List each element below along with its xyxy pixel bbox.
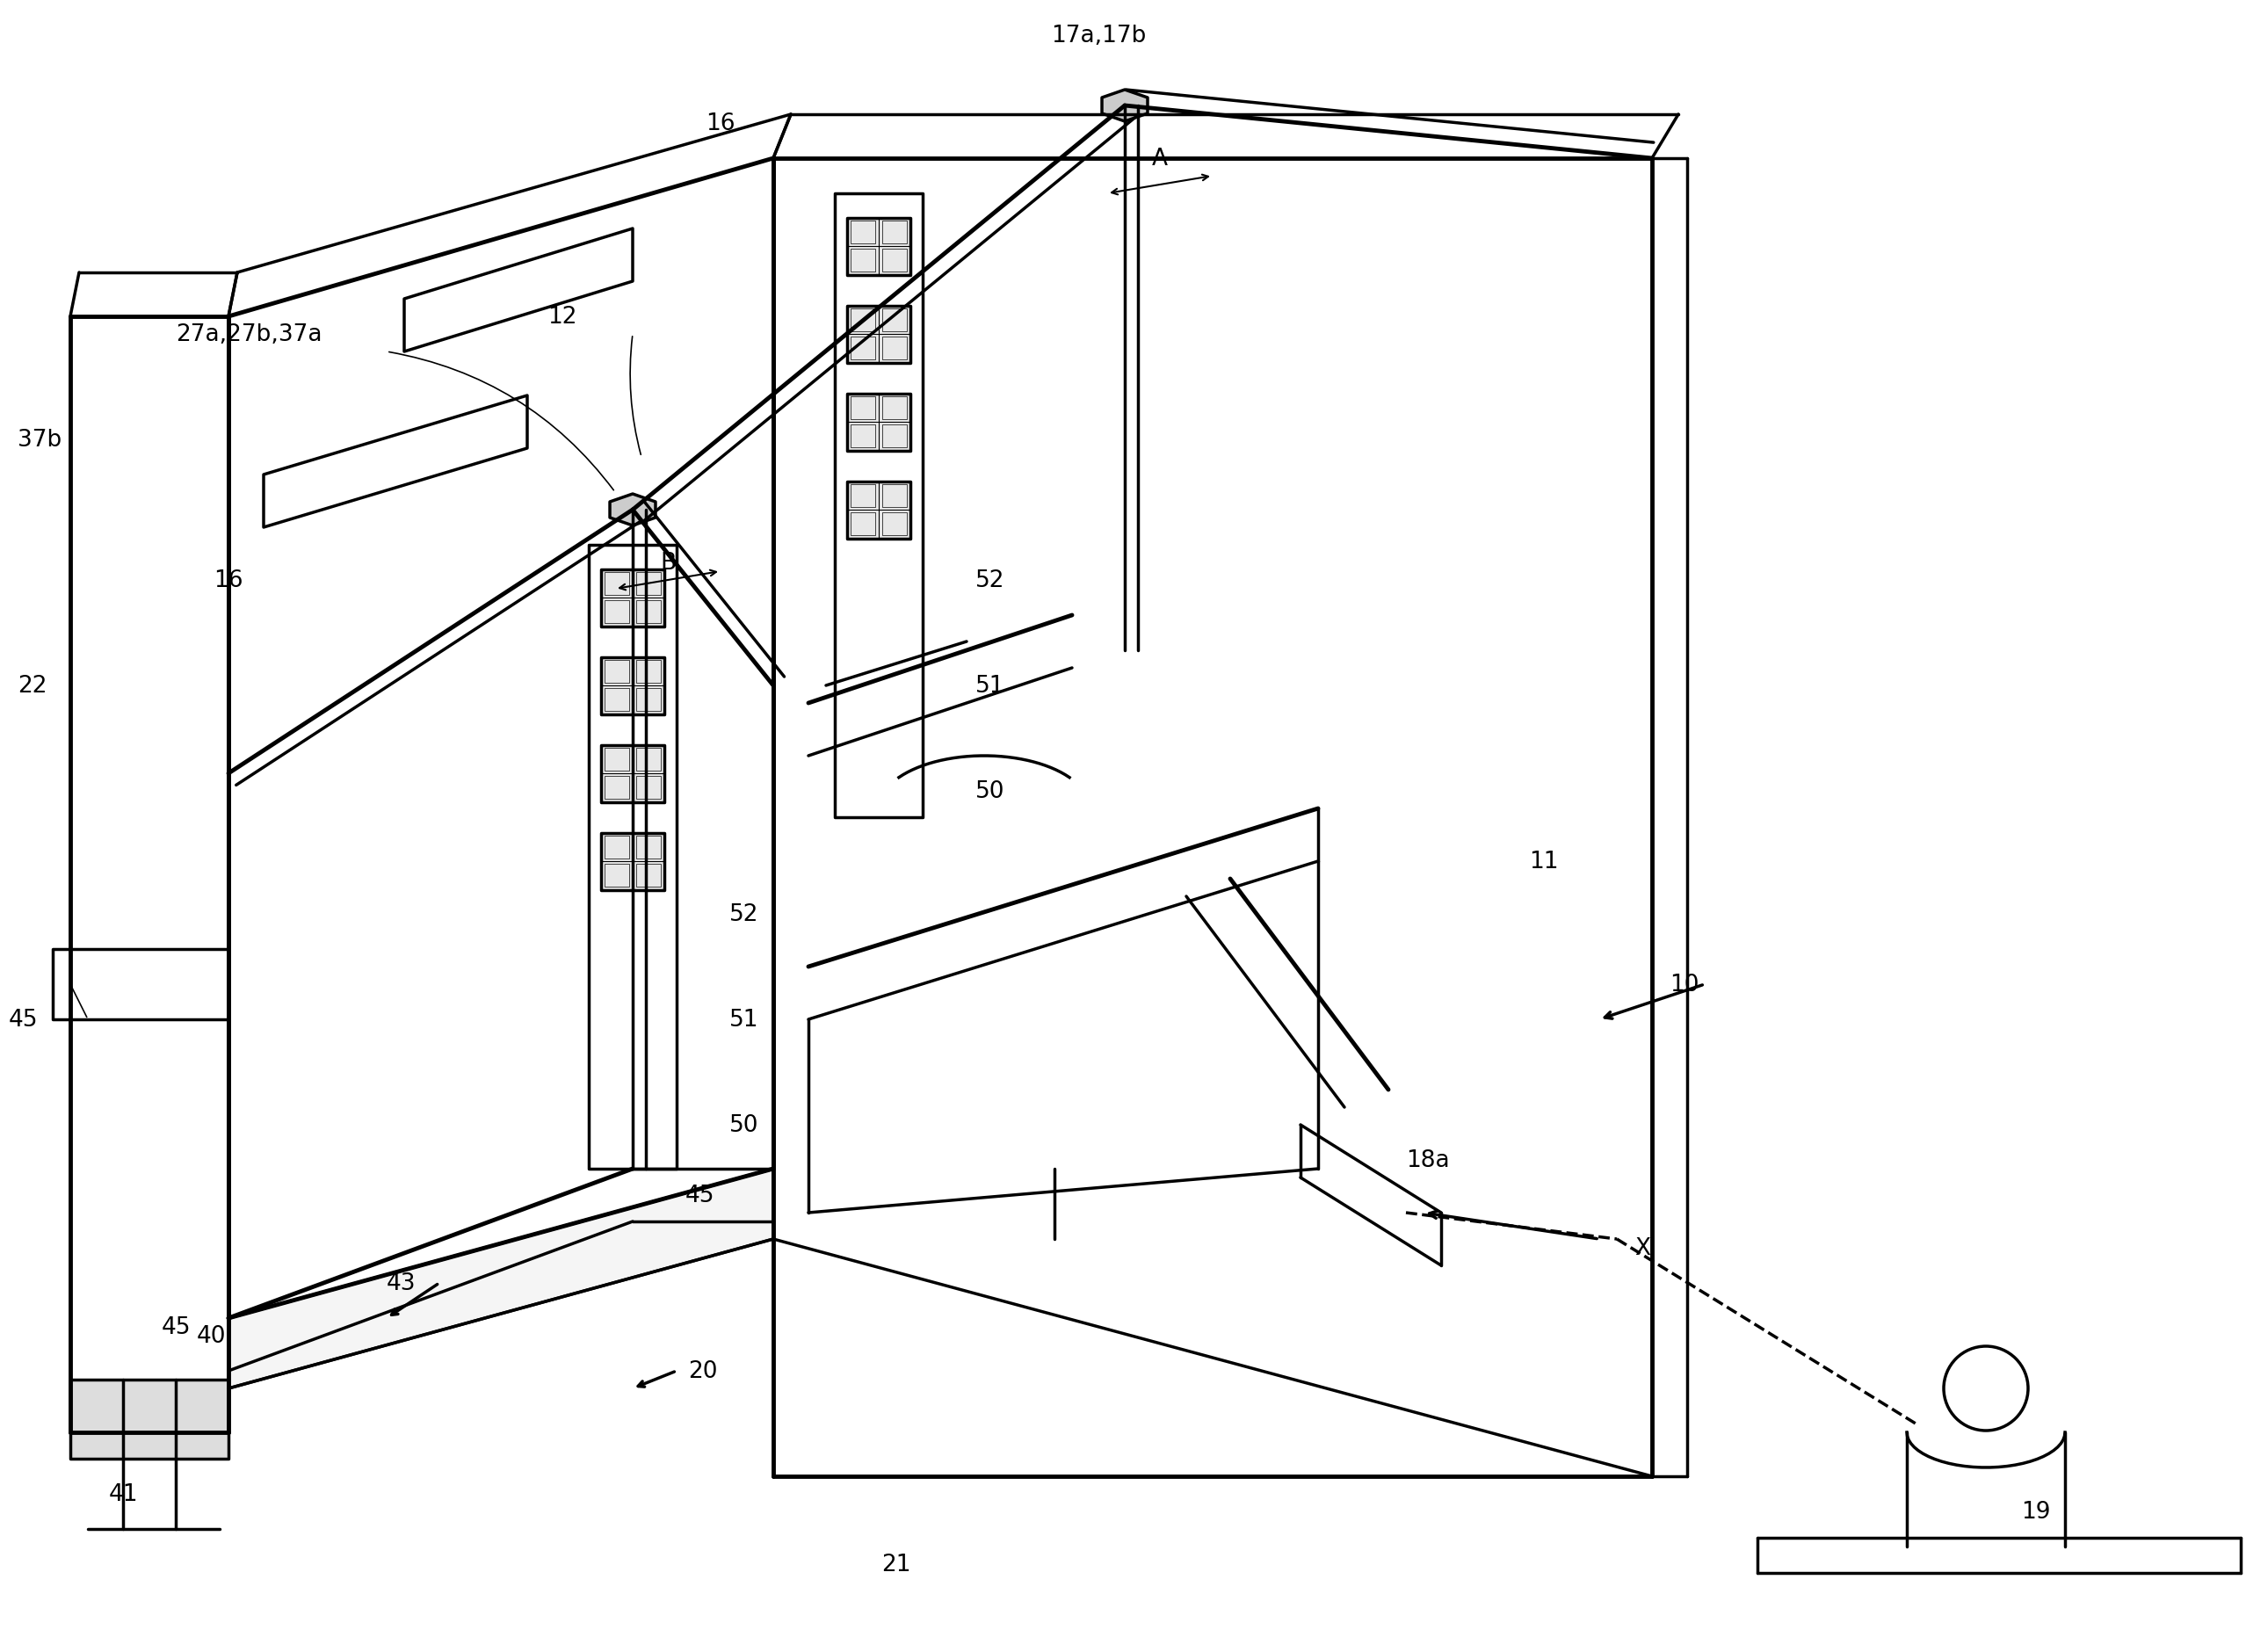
Text: 22: 22: [18, 674, 47, 697]
Text: 50: 50: [975, 780, 1004, 803]
Text: 20: 20: [687, 1360, 719, 1383]
Text: 18a: 18a: [1406, 1148, 1449, 1171]
Text: 17a,17b: 17a,17b: [1051, 25, 1145, 48]
Text: 12: 12: [548, 306, 577, 329]
Text: 51: 51: [975, 674, 1004, 697]
Polygon shape: [229, 1170, 773, 1389]
Text: 45: 45: [685, 1184, 714, 1206]
Text: B: B: [660, 552, 676, 575]
Polygon shape: [1103, 91, 1148, 122]
Text: X: X: [1635, 1237, 1651, 1259]
Text: 19: 19: [2021, 1500, 2051, 1523]
Text: 52: 52: [975, 568, 1004, 591]
Text: 43: 43: [386, 1272, 416, 1295]
Text: 10: 10: [1669, 973, 1698, 996]
Polygon shape: [847, 306, 910, 363]
Text: 45: 45: [162, 1315, 191, 1338]
Polygon shape: [847, 393, 910, 451]
Polygon shape: [602, 833, 665, 890]
Polygon shape: [602, 657, 665, 714]
Polygon shape: [847, 482, 910, 539]
Text: 16: 16: [213, 568, 243, 591]
Polygon shape: [602, 745, 665, 803]
Polygon shape: [70, 1379, 229, 1459]
Text: 21: 21: [883, 1553, 912, 1576]
Polygon shape: [611, 494, 656, 525]
Polygon shape: [602, 570, 665, 626]
Text: 37b: 37b: [18, 428, 61, 451]
Text: 27a,27b,37a: 27a,27b,37a: [175, 324, 321, 345]
Text: A: A: [1152, 147, 1168, 170]
Text: 16: 16: [705, 112, 734, 135]
Text: 51: 51: [730, 1008, 759, 1031]
Text: 50: 50: [730, 1113, 759, 1137]
Text: 40: 40: [195, 1325, 225, 1348]
Text: 52: 52: [730, 904, 759, 925]
Text: 41: 41: [108, 1482, 137, 1505]
Text: 45: 45: [9, 1008, 38, 1031]
Text: 11: 11: [1530, 851, 1559, 872]
Polygon shape: [847, 218, 910, 276]
